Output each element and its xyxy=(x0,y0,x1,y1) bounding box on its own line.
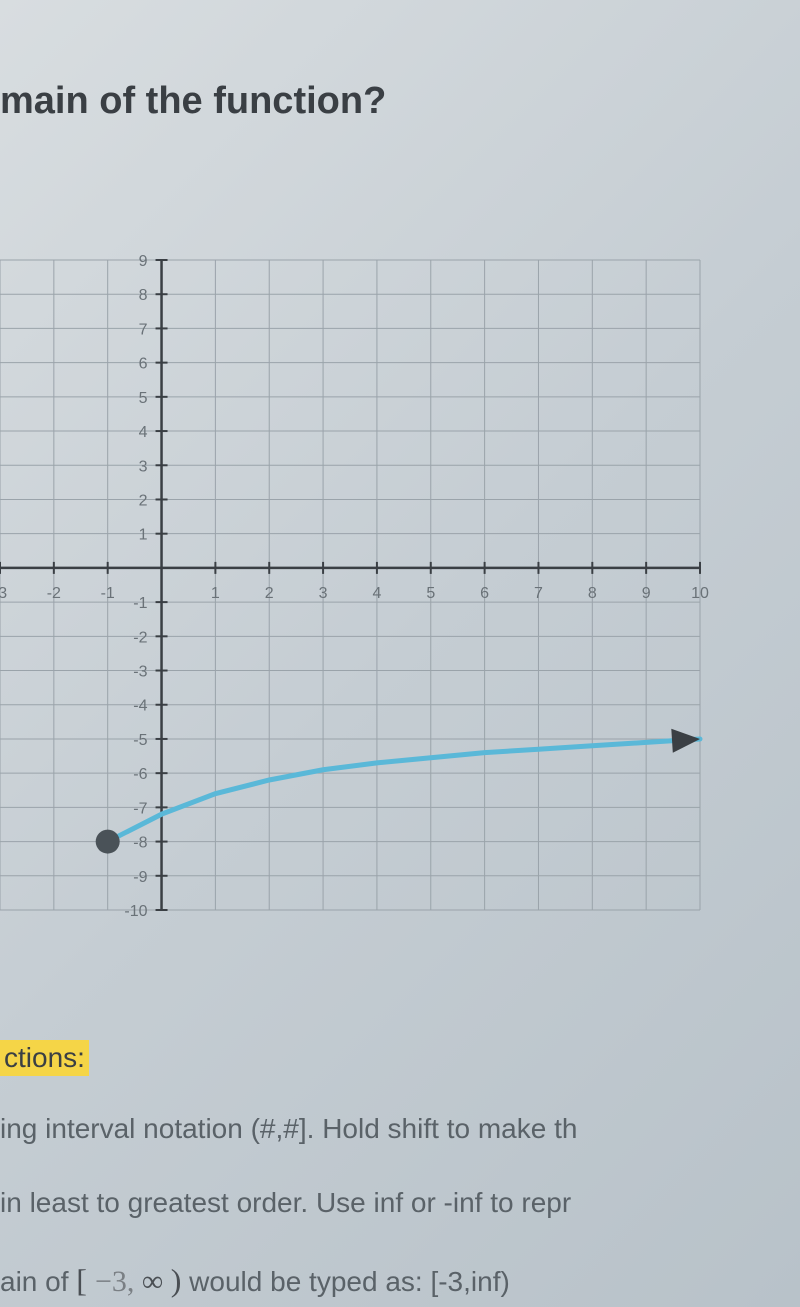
svg-text:5: 5 xyxy=(139,390,148,407)
svg-text:8: 8 xyxy=(139,287,148,304)
svg-text:5: 5 xyxy=(426,585,435,602)
svg-text:-4: -4 xyxy=(133,698,147,715)
svg-text:3: 3 xyxy=(319,585,328,602)
svg-text:-9: -9 xyxy=(133,869,147,886)
math-neg-3: −3, xyxy=(95,1265,142,1298)
svg-text:8: 8 xyxy=(588,585,597,602)
svg-text:6: 6 xyxy=(139,356,148,373)
chart-container: -3 -2 -1 1 2 3 4 5 6 7 8 9 10 1 2 3 4 5 6 7 8 9 -1 -2 -3 -4 -5 -6 -7… xyxy=(0,250,720,920)
svg-text:10: 10 xyxy=(691,585,709,602)
instructions-section: ctions: ing interval notation (#,#]. Hol… xyxy=(0,1040,800,1304)
svg-text:-1: -1 xyxy=(101,585,115,602)
instruction-line-2: in least to greatest order. Use inf or -… xyxy=(0,1182,800,1224)
question-title: main of the function? xyxy=(0,80,386,123)
instruction-line-1: ing interval notation (#,#]. Hold shift … xyxy=(0,1108,800,1150)
svg-text:6: 6 xyxy=(480,585,489,602)
svg-text:-3: -3 xyxy=(133,664,147,681)
svg-text:-5: -5 xyxy=(133,732,147,749)
svg-text:7: 7 xyxy=(534,585,543,602)
svg-text:-8: -8 xyxy=(133,835,147,852)
math-close-paren: ) xyxy=(171,1262,182,1298)
svg-text:3: 3 xyxy=(139,458,148,475)
math-infinity: ∞ xyxy=(142,1265,171,1298)
svg-text:-6: -6 xyxy=(133,766,147,783)
svg-text:1: 1 xyxy=(211,585,220,602)
svg-text:2: 2 xyxy=(139,492,148,509)
svg-text:4: 4 xyxy=(372,585,381,602)
instructions-header: ctions: xyxy=(0,1040,89,1076)
svg-text:2: 2 xyxy=(265,585,274,602)
svg-text:-2: -2 xyxy=(133,629,147,646)
svg-text:1: 1 xyxy=(139,527,148,544)
svg-text:-7: -7 xyxy=(133,800,147,817)
function-graph: -3 -2 -1 1 2 3 4 5 6 7 8 9 10 1 2 3 4 5 6 7 8 9 -1 -2 -3 -4 -5 -6 -7… xyxy=(0,250,720,920)
math-open-bracket: [ xyxy=(76,1262,95,1298)
svg-text:-2: -2 xyxy=(47,585,61,602)
instruction-3-pre: ain of xyxy=(0,1266,76,1297)
svg-text:-10: -10 xyxy=(124,903,147,920)
svg-text:4: 4 xyxy=(139,424,148,441)
svg-text:9: 9 xyxy=(139,253,148,270)
instruction-3-post: would be typed as: [-3,inf) xyxy=(181,1266,509,1297)
svg-text:7: 7 xyxy=(139,321,148,338)
instruction-line-3: ain of [ −3, ∞ ) would be typed as: [-3,… xyxy=(0,1256,800,1304)
svg-text:-1: -1 xyxy=(133,595,147,612)
svg-text:-3: -3 xyxy=(0,585,7,602)
svg-text:9: 9 xyxy=(642,585,651,602)
